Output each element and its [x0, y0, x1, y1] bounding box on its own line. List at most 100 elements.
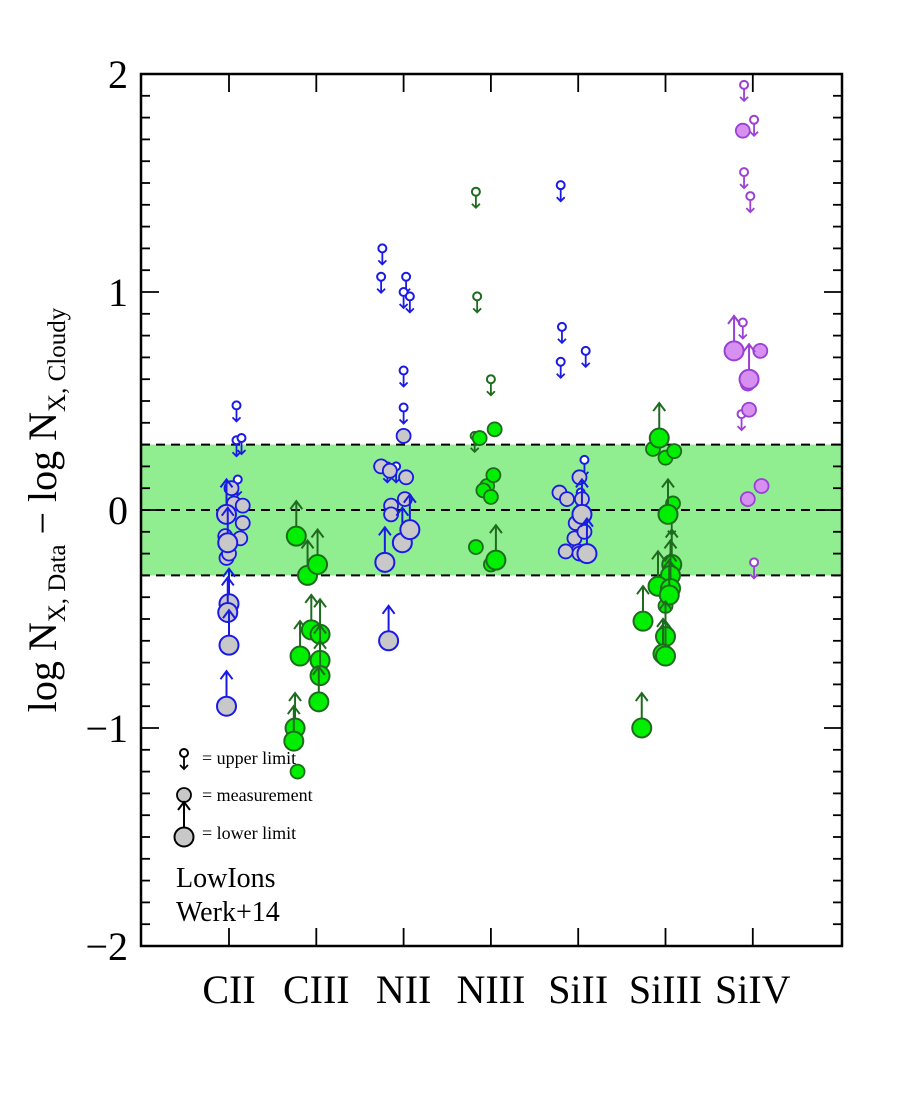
lower-limit-circle [216, 503, 237, 525]
lower-limit-circle [289, 645, 311, 667]
upper-limit-arrowhead [398, 381, 409, 388]
lower-limit-point [399, 492, 421, 541]
lower-limit-arrowhead [727, 314, 741, 325]
lower-limit-point [723, 314, 745, 362]
upper-limit-point [556, 321, 567, 345]
lower-limit-point [648, 401, 670, 449]
category-label-ciii: CIII [283, 967, 350, 1012]
lower-limit-arrowhead [580, 516, 594, 528]
lower-limit-point [655, 619, 676, 667]
upper-limit-arrowhead [398, 303, 409, 310]
measurement-point [471, 430, 488, 446]
upper-limit-arrowhead [179, 764, 189, 771]
upper-limit-point [739, 167, 750, 190]
measurement-point [666, 443, 683, 460]
upper-limit-circle [179, 748, 189, 758]
measurement-point [383, 506, 400, 523]
lower-limit-circle [632, 610, 654, 632]
lower-limit-arrowhead [664, 527, 679, 539]
lower-limit-arrowhead [219, 669, 234, 680]
lower-limit-arrowhead [636, 584, 650, 595]
lower-limit-point [217, 506, 239, 554]
upper-limit-circle [739, 167, 750, 178]
lower-limit-point [576, 516, 598, 565]
category-label-cii: CII [202, 967, 255, 1012]
lower-limit-arrowhead [304, 593, 319, 604]
measurement-point [486, 421, 503, 438]
lower-limit-arrowhead [310, 527, 325, 539]
legend-lower-symbol [173, 800, 195, 848]
lower-limit-circle [723, 340, 745, 362]
upper-limit-point [749, 557, 760, 580]
series-siiii [631, 401, 683, 739]
upper-limit-arrowhead [398, 418, 409, 425]
upper-limit-arrowhead [581, 362, 591, 369]
measurement-point [234, 515, 251, 531]
series-siiv [723, 79, 770, 580]
lower-limit-circle [307, 554, 329, 575]
series-nii [373, 243, 421, 652]
legend-upper-symbol [179, 748, 189, 771]
upper-limit-arrowhead [472, 307, 482, 314]
measurement-point [395, 427, 412, 444]
upper-limit-arrowhead [471, 203, 481, 209]
lower-limit-point [285, 499, 307, 547]
upper-limit-point [376, 271, 387, 295]
measurement-point [734, 122, 751, 139]
upper-limit-arrowhead [745, 207, 755, 214]
lower-limit-arrowhead [658, 599, 673, 611]
upper-limit-circle [485, 374, 496, 385]
lower-limit-point [738, 342, 760, 390]
upper-limit-arrowhead [470, 447, 480, 454]
category-label-siiii: SiIII [629, 967, 702, 1012]
lower-limit-arrowhead [222, 608, 236, 619]
lower-limit-point [289, 619, 311, 667]
lower-limit-point [657, 477, 679, 525]
upper-limit-arrowhead [556, 373, 566, 380]
lower-limit-arrowhead [286, 704, 301, 715]
lower-limit-arrowhead [651, 549, 665, 560]
measurement-point [741, 401, 757, 418]
lower-limit-point [632, 584, 654, 632]
axis-ticks [141, 73, 842, 947]
upper-limit-circle [555, 180, 566, 191]
lower-limit-arrowhead [489, 523, 503, 534]
lower-limit-arrowhead [220, 506, 235, 517]
measurement-point [289, 763, 306, 780]
lower-limit-arrowhead [378, 525, 392, 536]
lower-limit-circle [218, 634, 240, 656]
lower-limit-arrowhead [288, 691, 302, 702]
lower-limit-circle [657, 503, 679, 525]
y-tick-labels: −2 −1 0 1 2 [85, 52, 128, 969]
lower-limit-arrowhead [313, 597, 327, 608]
lower-limit-point [485, 523, 507, 571]
upper-limit-circle [739, 79, 750, 90]
lower-limit-circle [216, 695, 237, 717]
lower-limit-circle [738, 368, 760, 390]
measurement-point [467, 539, 484, 555]
lower-limit-point [378, 604, 400, 652]
lower-limit-arrowhead [662, 558, 677, 569]
category-label-niii: NIII [456, 967, 525, 1012]
lower-limit-arrowhead [313, 639, 327, 650]
data-points [216, 79, 770, 780]
lower-limit-circle [378, 630, 400, 652]
lower-limit-arrowhead [634, 691, 649, 702]
upper-limit-point [555, 180, 566, 203]
upper-limit-circle [377, 243, 388, 254]
lower-limit-arrowhead [220, 575, 235, 587]
upper-limit-circle [376, 271, 387, 282]
measurement-point [223, 480, 240, 497]
upper-limit-arrowhead [557, 338, 567, 345]
measurement-point [485, 467, 502, 484]
series-niii [467, 186, 507, 573]
upper-limit-circle [398, 365, 409, 376]
upper-limit-point [580, 345, 591, 369]
lower-limit-circle [631, 717, 653, 739]
upper-limit-arrowhead [236, 449, 247, 456]
legend-label-meas: = measurement [202, 785, 313, 805]
lower-limit-circle [308, 691, 330, 713]
lower-limit-arrowhead [300, 538, 315, 550]
lower-limit-arrowhead [381, 604, 396, 615]
